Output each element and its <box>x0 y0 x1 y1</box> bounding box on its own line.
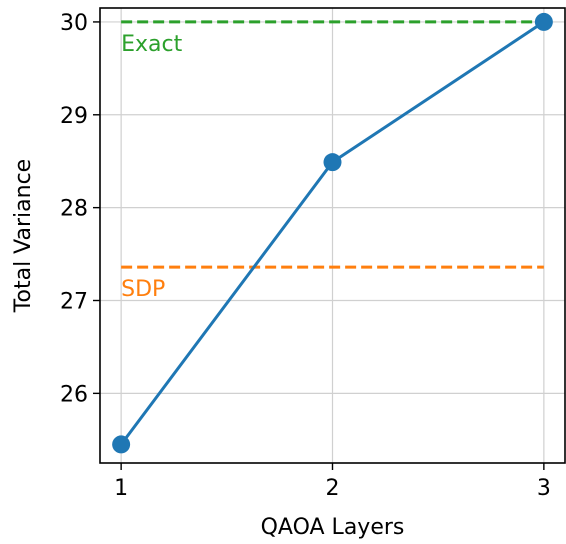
data-point <box>112 435 131 454</box>
ticks: 1 2 3 26 27 28 29 30 <box>60 11 551 501</box>
y-tick-label: 27 <box>60 290 88 315</box>
x-tick-label: 3 <box>537 476 551 501</box>
data-point <box>323 153 342 172</box>
x-axis-label: QAOA Layers <box>261 515 405 540</box>
y-tick-label: 29 <box>60 104 88 129</box>
x-tick-label: 1 <box>114 476 128 501</box>
y-axis-label: Total Variance <box>11 159 36 313</box>
y-tick-label: 30 <box>60 11 88 36</box>
x-tick-label: 2 <box>326 476 340 501</box>
sdp-reference-label: SDP <box>121 277 165 302</box>
reference-lines: Exact SDP <box>121 20 544 302</box>
grid <box>100 8 565 463</box>
series <box>112 12 553 454</box>
y-tick-label: 28 <box>60 197 88 222</box>
y-tick-label: 26 <box>60 382 88 407</box>
data-point <box>534 12 553 31</box>
exact-reference-label: Exact <box>121 32 182 57</box>
